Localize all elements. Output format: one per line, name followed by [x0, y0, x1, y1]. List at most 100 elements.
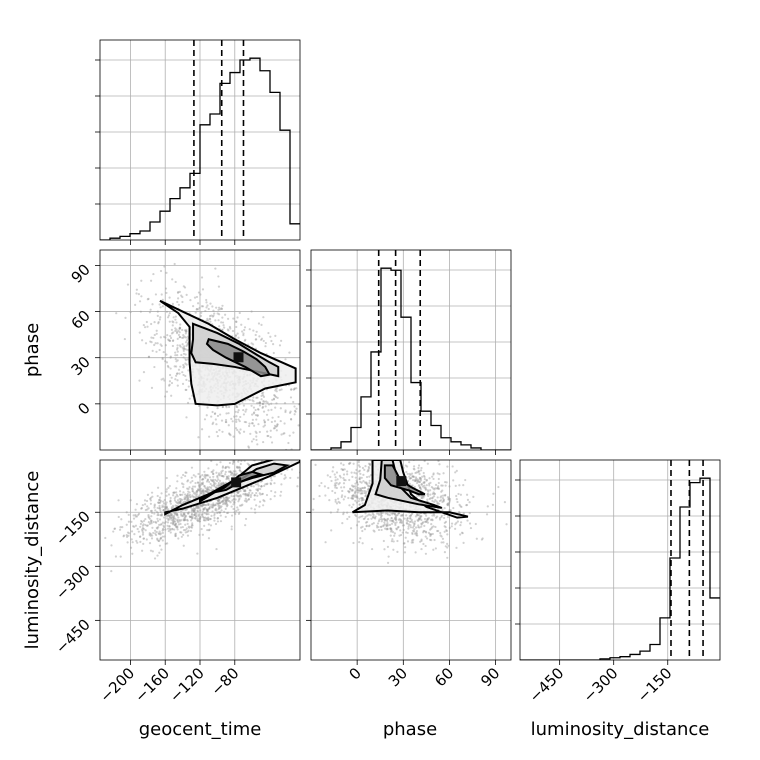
- sample-point: [125, 535, 129, 538]
- sample-point: [441, 484, 444, 487]
- sample-point: [167, 514, 170, 517]
- sample-point: [177, 516, 180, 519]
- sample-point: [357, 464, 360, 467]
- sample-point: [172, 517, 175, 521]
- sample-point: [179, 522, 182, 526]
- sample-point: [177, 523, 180, 526]
- sample-point: [273, 482, 276, 485]
- sample-point: [352, 485, 355, 488]
- sample-point: [203, 519, 206, 522]
- sample-point: [167, 514, 171, 517]
- sample-point: [151, 534, 154, 537]
- sample-point: [203, 484, 206, 488]
- sample-point: [193, 510, 196, 514]
- sample-point: [165, 505, 168, 508]
- sample-point: [172, 518, 175, 521]
- sample-point: [186, 534, 190, 537]
- sample-point: [442, 472, 445, 475]
- sample-point: [185, 363, 188, 366]
- sample-point: [413, 520, 417, 523]
- sample-point: [381, 511, 385, 514]
- sample-point: [436, 502, 439, 506]
- sample-point: [393, 516, 397, 520]
- sample-point: [414, 515, 417, 518]
- sample-point: [408, 515, 411, 518]
- sample-point: [156, 494, 159, 498]
- sample-point: [230, 494, 233, 498]
- sample-point: [387, 524, 390, 527]
- sample-point: [198, 485, 201, 488]
- sample-point: [425, 514, 428, 517]
- sample-point: [292, 388, 295, 391]
- sample-point: [202, 515, 205, 519]
- sample-point: [243, 339, 246, 342]
- sample-point: [420, 482, 423, 486]
- sample-point: [184, 493, 187, 496]
- sample-point: [201, 489, 204, 492]
- sample-point: [183, 365, 186, 368]
- sample-point: [446, 516, 450, 519]
- sample-point: [218, 499, 221, 502]
- sample-point: [358, 477, 361, 481]
- sample-point: [338, 481, 341, 485]
- sample-point: [207, 488, 211, 491]
- sample-point: [214, 482, 217, 485]
- sample-point: [240, 460, 243, 463]
- sample-point: [163, 335, 166, 338]
- sample-point: [149, 340, 152, 343]
- sample-point: [216, 435, 219, 438]
- sample-point: [134, 508, 137, 511]
- sample-point: [435, 515, 439, 518]
- sample-point: [418, 480, 421, 484]
- sample-point: [171, 528, 174, 531]
- sample-point: [455, 498, 458, 501]
- sample-point: [318, 425, 320, 427]
- sample-point: [394, 513, 397, 516]
- sample-point: [357, 500, 360, 503]
- sample-point: [210, 503, 213, 506]
- sample-point: [167, 339, 171, 342]
- sample-point: [206, 478, 210, 481]
- sample-point: [386, 521, 389, 525]
- sample-point: [185, 330, 188, 333]
- sample-point: [226, 465, 229, 468]
- sample-point: [261, 392, 264, 395]
- sample-point: [248, 328, 251, 331]
- sample-point: [377, 520, 381, 523]
- sample-point: [423, 481, 426, 484]
- sample-point: [413, 522, 416, 525]
- sample-point: [448, 497, 452, 501]
- sample-point: [412, 524, 416, 527]
- sample-point: [293, 387, 296, 390]
- sample-point: [431, 496, 434, 499]
- sample-point: [437, 460, 440, 463]
- sample-point: [382, 525, 385, 528]
- sample-point: [357, 486, 360, 490]
- sample-point: [169, 512, 173, 515]
- sample-point: [289, 417, 293, 421]
- sample-point: [437, 529, 440, 533]
- sample-point: [432, 513, 435, 516]
- sample-point: [159, 336, 162, 339]
- panel-frame: [310, 249, 512, 451]
- sample-point: [252, 396, 255, 399]
- sample-point: [358, 453, 360, 455]
- sample-point: [257, 487, 260, 490]
- sample-point: [385, 523, 389, 526]
- sample-point: [226, 511, 229, 515]
- sample-point: [257, 423, 260, 426]
- sample-point: [244, 410, 247, 413]
- sample-point: [197, 472, 200, 476]
- sample-point: [423, 530, 426, 533]
- sample-point: [247, 498, 251, 501]
- sample-point: [419, 479, 423, 482]
- sample-point: [183, 286, 187, 289]
- sample-point: [186, 498, 190, 501]
- sample-point: [397, 511, 401, 514]
- sample-point: [314, 463, 317, 466]
- sample-point: [196, 519, 199, 522]
- sample-point: [447, 504, 450, 507]
- sample-point: [458, 510, 461, 514]
- sample-point: [401, 524, 405, 527]
- sample-point: [244, 497, 247, 500]
